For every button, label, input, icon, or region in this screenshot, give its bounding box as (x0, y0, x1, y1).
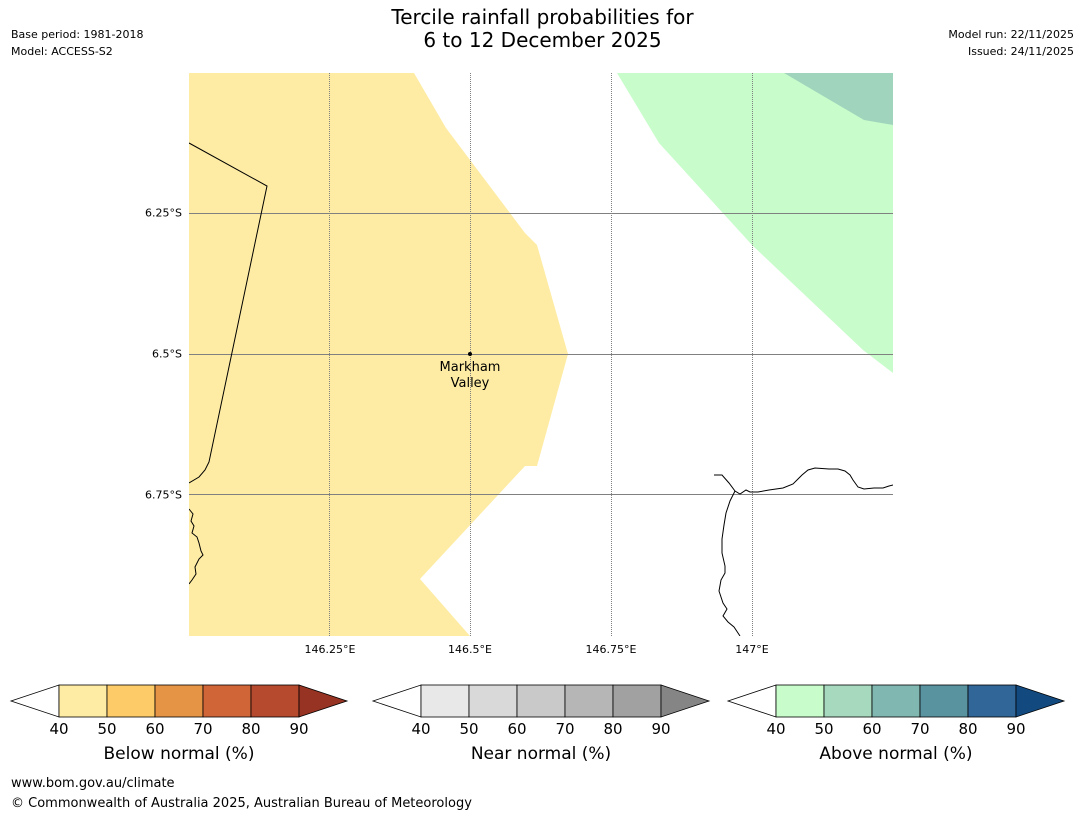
colorbar-arrow-high (660, 684, 711, 718)
coastlines (189, 142, 893, 636)
colorbar-segment (468, 684, 518, 718)
colorbar-arrow-low (726, 684, 777, 718)
colorbar-segment (58, 684, 108, 718)
lon-label-146-75: 146.75°E (585, 643, 637, 656)
above-normal-region (617, 73, 893, 373)
colorbar-tick-label: 70 (193, 720, 213, 738)
colorbar-segment (775, 684, 825, 718)
title-line-2: 6 to 12 December 2025 (423, 28, 662, 52)
colorbar-tick-label: 90 (651, 720, 671, 738)
colorbar-segment (564, 684, 614, 718)
colorbar-tick-label: 50 (97, 720, 117, 738)
colorbar-arrow-high (298, 684, 349, 718)
colorbar-title: Near normal (%) (470, 744, 612, 764)
footer-url: www.bom.gov.au/climate (11, 776, 175, 791)
colorbar-segment (250, 684, 300, 718)
colorbar-tick-label: 50 (814, 720, 834, 738)
issued-date: Issued: 24/11/2025 (967, 45, 1074, 58)
colorbar-segment (202, 684, 252, 718)
colorbar-segment (871, 684, 921, 718)
colorbar-tick-label: 80 (241, 720, 261, 738)
lat-label-6-75: 6.75°S (145, 488, 182, 502)
colorbar-segment (420, 684, 470, 718)
place-label-line-1: Markham (439, 360, 501, 375)
lat-label-6-25: 6.25°S (145, 206, 182, 220)
colorbar-title: Above normal (%) (819, 744, 973, 764)
colorbar-tick-label: 80 (603, 720, 623, 738)
colorbar-segment (823, 684, 873, 718)
map-svg (189, 73, 893, 636)
meta-right: Model run: 22/11/2025 Issued: 24/11/2025 (948, 26, 1074, 60)
above-normal-strong-region (784, 73, 893, 125)
colorbar-title: Below normal (%) (103, 744, 255, 764)
colorbar-tick-label: 40 (411, 720, 431, 738)
colorbar-segment (106, 684, 156, 718)
lon-label-147: 147°E (735, 643, 769, 656)
colorbar-segment (967, 684, 1017, 718)
colorbar-tick-label: 90 (1006, 720, 1026, 738)
colorbar-tick-label: 60 (507, 720, 527, 738)
model-name: Model: ACCESS-S2 (11, 45, 113, 58)
lat-label-6-5: 6.5°S (152, 347, 182, 361)
colorbar-tick-label: 40 (766, 720, 786, 738)
coastline-west (189, 508, 204, 585)
colorbar-tick-label: 70 (555, 720, 575, 738)
chart-title: Tercile rainfall probabilities for 6 to … (0, 6, 1085, 52)
colorbar-tick-label: 90 (289, 720, 309, 738)
footer-copyright: © Commonwealth of Australia 2025, Austra… (11, 796, 472, 811)
coastline-river (718, 490, 741, 636)
title-line-1: Tercile rainfall probabilities for (391, 5, 694, 29)
colorbar-segment (516, 684, 566, 718)
gridlines (189, 73, 893, 636)
colorbar-tick-label: 80 (958, 720, 978, 738)
colorbar-tick-label: 40 (49, 720, 69, 738)
colorbar-segment (154, 684, 204, 718)
colorbar-tick-label: 50 (459, 720, 479, 738)
meta-left: Base period: 1981-2018 Model: ACCESS-S2 (11, 26, 143, 60)
place-label-line-2: Valley (450, 376, 490, 391)
colorbar-tick-label: 60 (862, 720, 882, 738)
lon-label-146-5: 146.5°E (448, 643, 492, 656)
coastline-east (714, 467, 893, 495)
colorbar-tick-label: 70 (910, 720, 930, 738)
colorbar-near-normal (371, 684, 711, 718)
colorbar-arrow-high (1015, 684, 1066, 718)
location-marker-markham-valley (468, 352, 472, 356)
lon-label-146-25: 146.25°E (304, 643, 356, 656)
colorbar-below-normal (9, 684, 349, 718)
place-label: Markham Valley (440, 360, 501, 392)
map-panel (189, 73, 893, 636)
colorbar-segment (919, 684, 969, 718)
colorbar-above-normal (726, 684, 1066, 718)
provincial-boundary (189, 142, 268, 484)
base-period: Base period: 1981-2018 (11, 28, 144, 41)
model-run: Model run: 22/11/2025 (948, 28, 1074, 41)
colorbar-tick-label: 60 (145, 720, 165, 738)
